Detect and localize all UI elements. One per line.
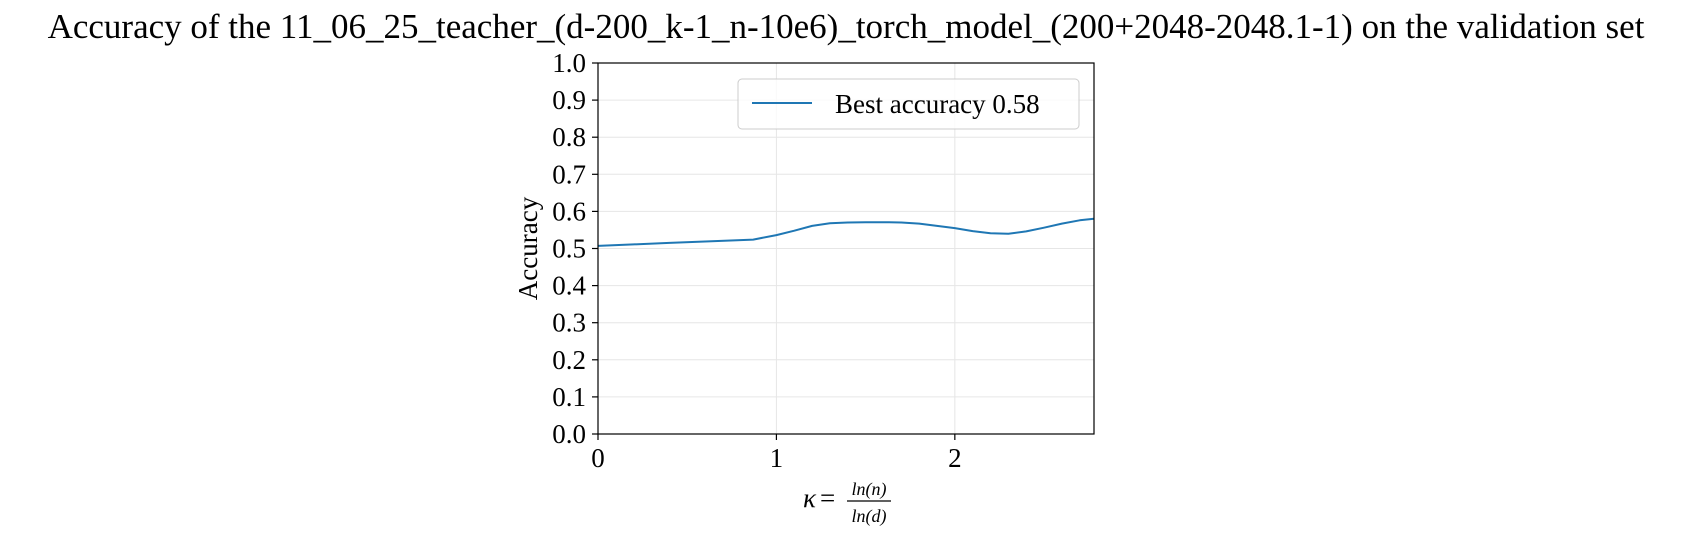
y-tick-label: 1.0 (552, 48, 586, 78)
legend: Best accuracy 0.58 (737, 78, 1080, 130)
x-axis-label-numerator: ln(n) (852, 479, 887, 500)
x-tick-label: 0 (591, 443, 605, 473)
y-tick-label: 0.4 (552, 271, 586, 301)
legend-box (737, 78, 1080, 130)
y-tick-label: 0.6 (552, 196, 586, 226)
y-tick-label: 0.7 (552, 159, 586, 189)
legend-label: Best accuracy 0.58 (835, 89, 1040, 119)
y-tick-label: 0.2 (552, 345, 586, 375)
x-axis-label-kappa: κ (803, 483, 817, 513)
x-axis-label-equals: = (820, 483, 835, 513)
x-axis-label-denominator: ln(d) (852, 506, 887, 527)
y-tick-label: 0.8 (552, 122, 586, 152)
chart-title: Accuracy of the 11_06_25_teacher_(d-200_… (48, 7, 1645, 46)
series-layer (597, 217, 1095, 247)
y-tick-label: 0.9 (552, 85, 586, 115)
y-axis-label: Accuracy (513, 196, 543, 300)
y-tick-label: 0.0 (552, 419, 586, 449)
y-tick-label: 0.3 (552, 308, 586, 338)
y-tick-label: 0.1 (552, 382, 586, 412)
x-tick-label: 2 (948, 443, 962, 473)
series-line-best-accuracy (597, 217, 1095, 247)
x-axis-label: κ = ln(n) ln(d) (803, 479, 891, 527)
x-tick-label: 1 (770, 443, 784, 473)
y-tick-label: 0.5 (552, 234, 586, 264)
axis-ticks: 0.0 0.1 0.2 0.3 0.4 0.5 0.6 0.7 0.8 0.9 1.0 0 1 2 (552, 48, 961, 473)
